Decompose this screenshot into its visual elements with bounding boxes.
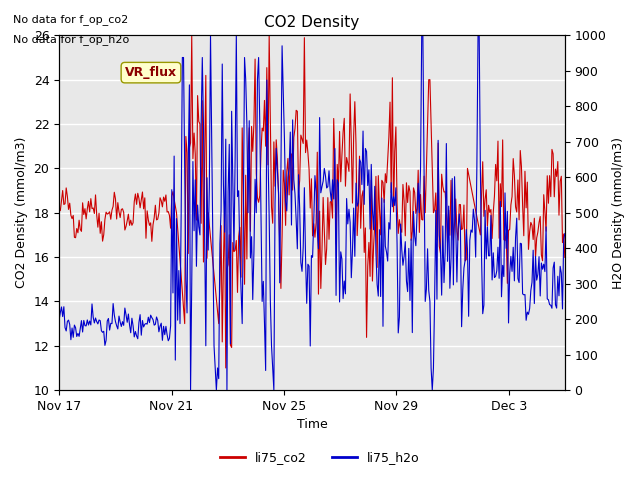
X-axis label: Time: Time <box>296 419 328 432</box>
Y-axis label: H2O Density (mmol/m3): H2O Density (mmol/m3) <box>612 137 625 289</box>
Text: No data for f_op_co2: No data for f_op_co2 <box>13 14 128 25</box>
Text: VR_flux: VR_flux <box>125 66 177 79</box>
Legend: li75_co2, li75_h2o: li75_co2, li75_h2o <box>215 446 425 469</box>
Title: CO2 Density: CO2 Density <box>264 15 360 30</box>
Text: No data for f_op_h2o: No data for f_op_h2o <box>13 34 129 45</box>
Y-axis label: CO2 Density (mmol/m3): CO2 Density (mmol/m3) <box>15 137 28 288</box>
